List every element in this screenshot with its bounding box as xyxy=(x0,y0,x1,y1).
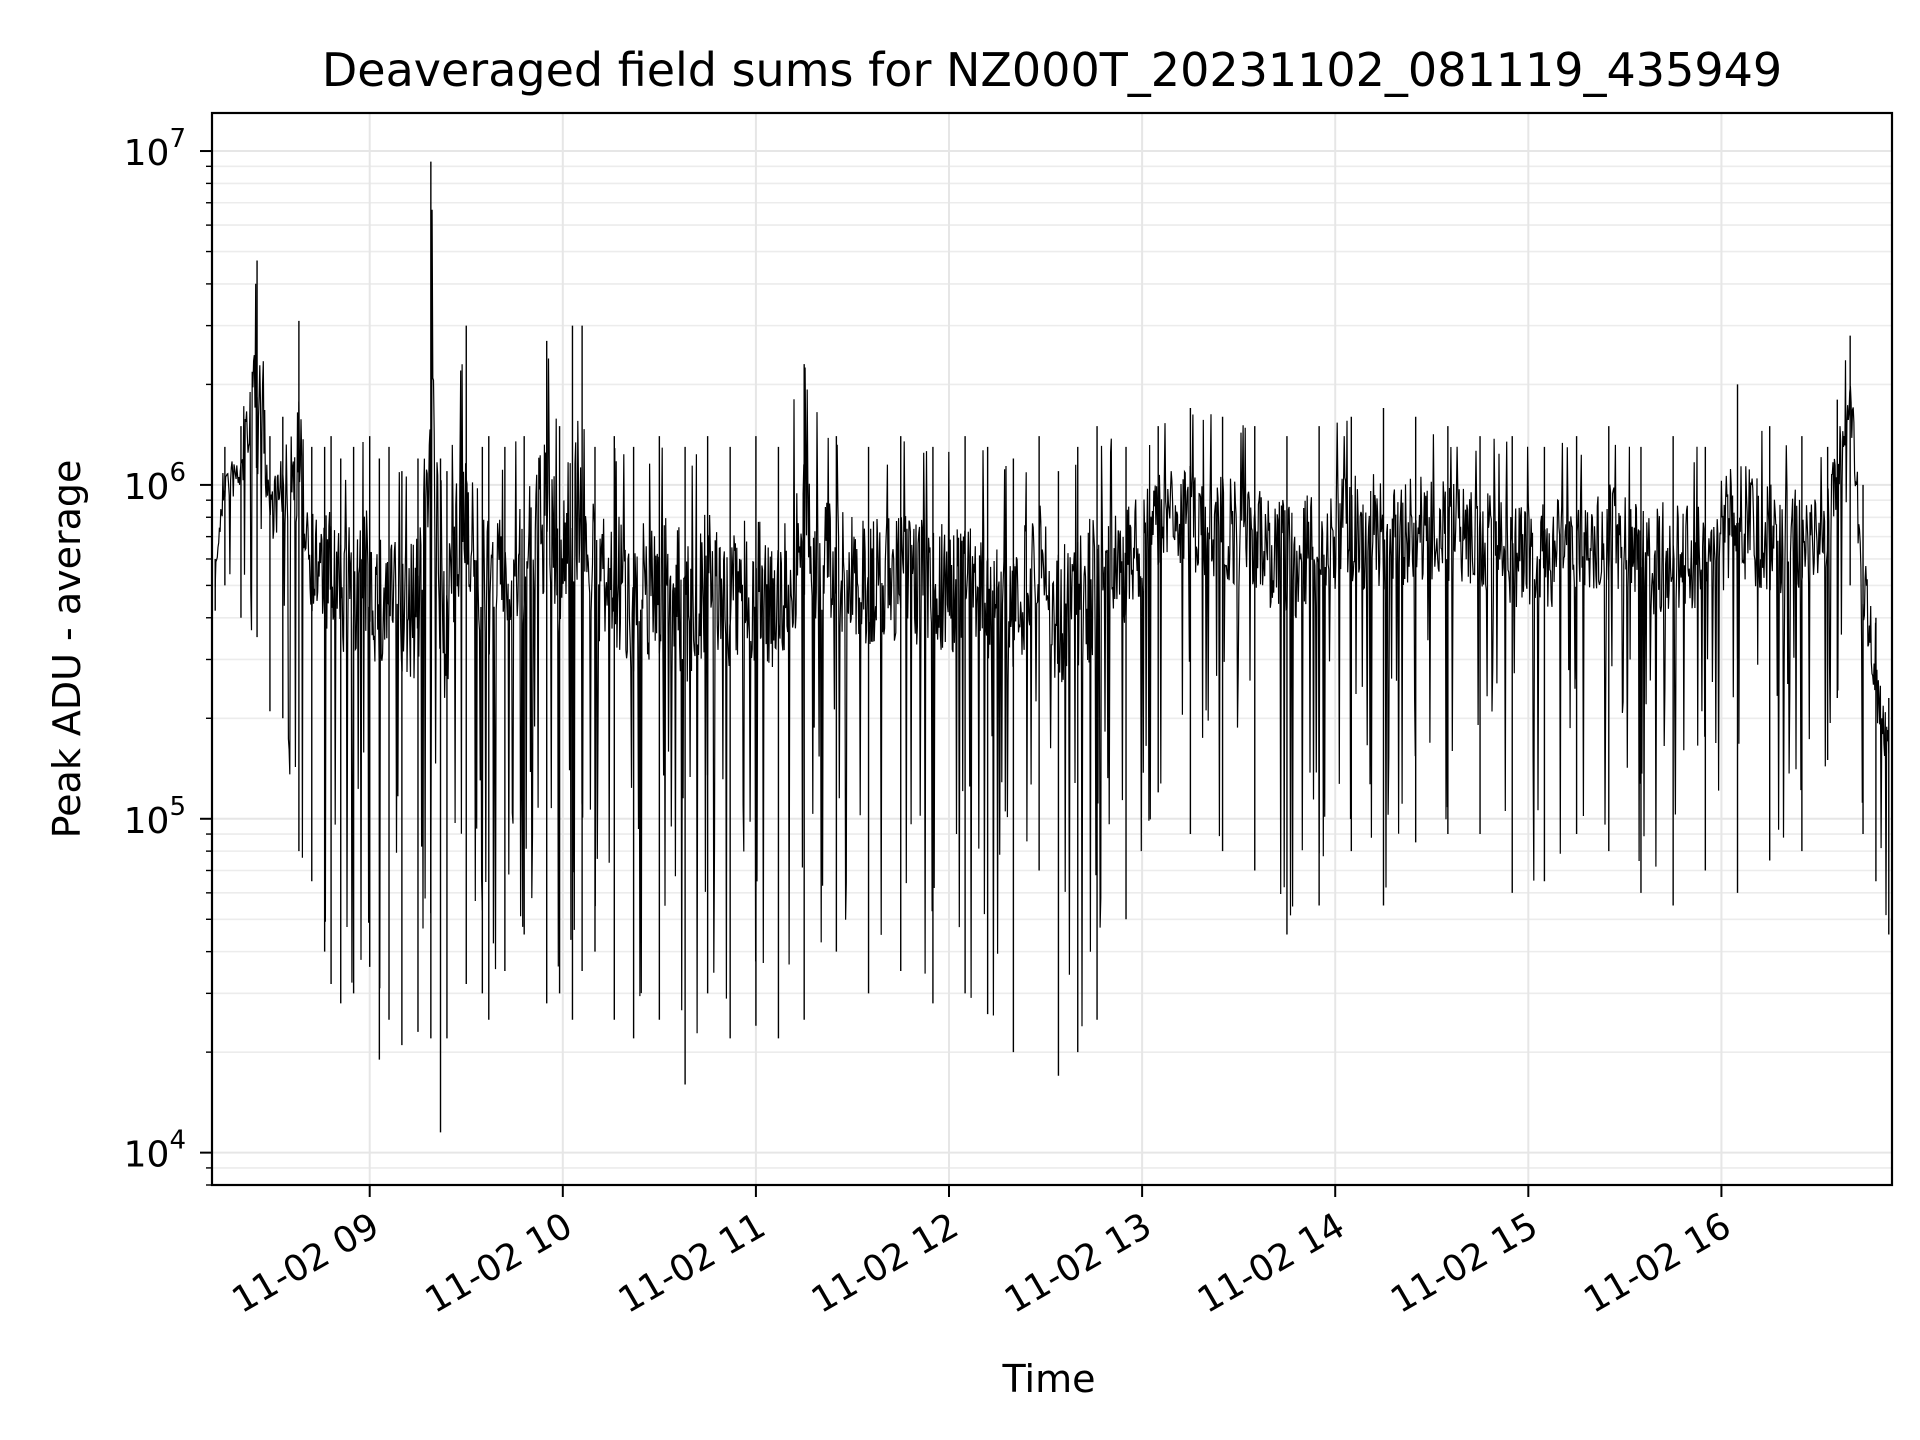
y-axis-label: Peak ADU - average xyxy=(45,460,89,839)
y-tick-label: 104 xyxy=(124,1126,186,1176)
x-tick-label: 11-02 10 xyxy=(419,1205,580,1321)
x-tick-label: 11-02 13 xyxy=(998,1205,1159,1321)
plot-frame xyxy=(210,111,1894,1187)
y-tick-label-exponent: 5 xyxy=(169,792,186,822)
y-tick-label-base: 10 xyxy=(124,467,170,508)
y-tick-label-base: 10 xyxy=(124,801,170,842)
x-tick-label: 11-02 16 xyxy=(1577,1205,1738,1321)
chart-title: Deaveraged field sums for NZ000T_2023110… xyxy=(322,43,1782,97)
x-tick-label: 11-02 11 xyxy=(612,1205,773,1321)
x-tick-label: 11-02 15 xyxy=(1384,1205,1545,1321)
series-path xyxy=(214,209,1890,1034)
x-axis-label: Time xyxy=(1002,1357,1096,1401)
y-tick-label: 106 xyxy=(124,458,186,508)
x-tick-label: 11-02 12 xyxy=(805,1205,966,1321)
x-tick-label: 11-02 09 xyxy=(226,1205,387,1321)
series-line xyxy=(214,161,1890,1133)
y-tick-label-exponent: 6 xyxy=(169,458,186,488)
y-tick-label: 105 xyxy=(124,792,186,842)
y-tick-label: 107 xyxy=(124,124,186,174)
y-tick-label-exponent: 4 xyxy=(169,1126,186,1156)
y-tick-label-exponent: 7 xyxy=(169,124,186,154)
y-tick-label-base: 10 xyxy=(124,133,170,174)
y-tick-label-base: 10 xyxy=(124,1135,170,1176)
x-tick-label: 11-02 14 xyxy=(1191,1205,1352,1321)
